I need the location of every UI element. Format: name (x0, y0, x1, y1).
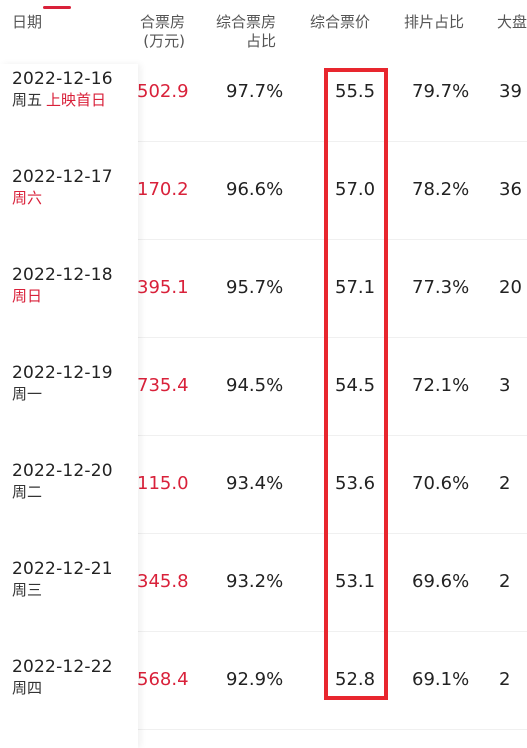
box-office-value: 170.2 (137, 179, 189, 200)
weekday-text: 周五 (12, 91, 43, 109)
weekday-cell: 周日 (12, 286, 138, 306)
schedule-share-value: 72.1% (412, 375, 470, 396)
box-office-value: 568.4 (137, 669, 189, 690)
date-text: 2022-12-20 (12, 461, 113, 481)
header-big-screen[interactable]: 大盘 (497, 13, 527, 31)
avg-price-value: 53.6 (335, 473, 376, 494)
table-row[interactable]: 2022-12-22 周四 568.4 92.9% 52.8 69.1% 2 (0, 632, 527, 730)
date-cell: 2022-12-22 周四 (12, 656, 138, 698)
weekday-text: 周三 (12, 581, 43, 599)
box-office-share-value: 95.7% (226, 277, 284, 298)
header-box-office-share[interactable]: 综合票房 占比 (216, 13, 276, 51)
box-office-share-value: 92.9% (226, 669, 284, 690)
weekday-cell: 周五 上映首日 (12, 90, 138, 110)
release-tag: 上映首日 (46, 91, 107, 109)
weekday-cell: 周二 (12, 482, 138, 502)
big-screen-value: 3 (499, 375, 511, 396)
date-text: 2022-12-16 (12, 69, 113, 89)
weekday-cell: 周三 (12, 580, 138, 600)
date-cell: 2022-12-17 周六 (12, 166, 138, 208)
big-screen-value: 2 (499, 473, 511, 494)
weekday-text: 周六 (12, 189, 43, 207)
date-cell: 2022-12-16 周五 上映首日 (12, 68, 138, 110)
box-office-value: 345.8 (137, 571, 189, 592)
header-box-office-line1: 合票房 (140, 13, 186, 31)
table-row[interactable]: 2022-12-19 周一 735.4 94.5% 54.5 72.1% 3 (0, 338, 527, 436)
schedule-share-value: 78.2% (412, 179, 470, 200)
weekday-text: 周一 (12, 385, 43, 403)
header-share-line1: 综合票房 (216, 13, 277, 31)
table-row[interactable]: 2022-12-21 周三 345.8 93.2% 53.1 69.6% 2 (0, 534, 527, 632)
date-cell: 2022-12-20 周二 (12, 460, 138, 502)
date-cell: 2022-12-18 周日 (12, 264, 138, 306)
date-text: 2022-12-17 (12, 167, 113, 187)
schedule-share-value: 69.1% (412, 669, 470, 690)
date-text: 2022-12-21 (12, 559, 113, 579)
header-box-office[interactable]: 合票房 (万元) (140, 13, 185, 51)
box-office-share-value: 96.6% (226, 179, 284, 200)
date-text: 2022-12-18 (12, 265, 113, 285)
box-office-share-value: 93.4% (226, 473, 284, 494)
avg-price-value: 54.5 (335, 375, 376, 396)
date-text: 2022-12-22 (12, 657, 113, 677)
avg-price-value: 55.5 (335, 81, 376, 102)
schedule-share-value: 77.3% (412, 277, 470, 298)
header-date[interactable]: 日期 (12, 13, 43, 31)
date-cell: 2022-12-19 周一 (12, 362, 138, 404)
weekday-cell: 周六 (12, 188, 138, 208)
header-share-line2: 占比 (246, 32, 277, 50)
box-office-value: 395.1 (137, 277, 189, 298)
weekday-text: 周日 (12, 287, 43, 305)
box-office-value: 502.9 (137, 81, 189, 102)
big-screen-value: 39 (499, 81, 522, 102)
header-schedule-share[interactable]: 排片占比 (404, 13, 465, 31)
big-screen-value: 20 (499, 277, 522, 298)
box-office-value: 735.4 (137, 375, 189, 396)
date-text: 2022-12-19 (12, 363, 113, 383)
big-screen-value: 2 (499, 669, 511, 690)
box-office-share-value: 97.7% (226, 81, 284, 102)
avg-price-value: 53.1 (335, 571, 376, 592)
box-office-share-value: 94.5% (226, 375, 284, 396)
table-row[interactable]: 2022-12-17 周六 170.2 96.6% 57.0 78.2% 36 (0, 142, 527, 240)
box-office-share-value: 93.2% (226, 571, 284, 592)
weekday-cell: 周一 (12, 384, 138, 404)
header-avg-price[interactable]: 综合票价 (310, 13, 371, 31)
big-screen-value: 2 (499, 571, 511, 592)
schedule-share-value: 70.6% (412, 473, 470, 494)
weekday-text: 周二 (12, 483, 43, 501)
schedule-share-value: 79.7% (412, 81, 470, 102)
sticky-date-column (0, 64, 138, 748)
date-cell: 2022-12-21 周三 (12, 558, 138, 600)
schedule-share-value: 69.6% (412, 571, 470, 592)
big-screen-value: 36 (499, 179, 522, 200)
avg-price-value: 52.8 (335, 669, 376, 690)
header-box-office-line2: (万元) (143, 32, 186, 50)
table-row[interactable]: 2022-12-20 周二 115.0 93.4% 53.6 70.6% 2 (0, 436, 527, 534)
weekday-cell: 周四 (12, 678, 138, 698)
table-row[interactable]: 2022-12-18 周日 395.1 95.7% 57.1 77.3% 20 (0, 240, 527, 338)
table-row[interactable]: 2022-12-16 周五 上映首日 502.9 97.7% 55.5 79.7% 39 (0, 44, 527, 142)
avg-price-value: 57.0 (335, 179, 376, 200)
table-header: 日期 合票房 (万元) 综合票房 占比 综合票价 排片占比 大盘 (0, 0, 527, 64)
weekday-text: 周四 (12, 679, 43, 697)
active-tab-indicator (43, 6, 71, 9)
avg-price-value: 57.1 (335, 277, 376, 298)
box-office-value: 115.0 (137, 473, 189, 494)
